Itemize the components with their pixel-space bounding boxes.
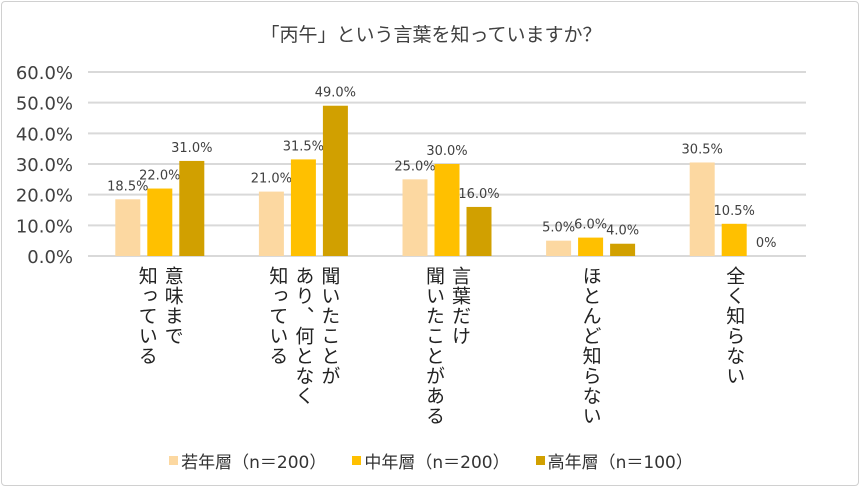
- bar: [179, 160, 205, 256]
- y-tick-label: 40.0%: [16, 124, 73, 145]
- data-label: 21.0%: [251, 172, 292, 187]
- bar: [610, 243, 636, 256]
- x-category-label: 意味まで 知っている: [135, 266, 184, 366]
- data-label: 0%: [756, 236, 777, 251]
- data-label: 30.5%: [682, 142, 723, 157]
- chart-title: 「丙午」という言葉を知っていますか？: [260, 24, 602, 46]
- y-tick-label: 60.0%: [16, 63, 73, 84]
- bar: [689, 162, 715, 256]
- data-label: 30.0%: [426, 144, 467, 159]
- x-category-label: 全く知らない: [723, 266, 746, 386]
- y-tick-label: 20.0%: [16, 186, 73, 207]
- x-category-label: 聞いたことが あり、何となく 知っている: [266, 266, 341, 406]
- bar: [578, 237, 604, 256]
- y-tick-label: 10.0%: [16, 216, 73, 237]
- y-tick-label: 50.0%: [16, 94, 73, 115]
- legend-swatch: [352, 456, 362, 465]
- data-label: 5.0%: [542, 221, 575, 236]
- data-label: 6.0%: [574, 218, 607, 233]
- data-label: 4.0%: [606, 224, 639, 239]
- legend-label: 若年層（n＝200）: [181, 453, 327, 473]
- data-label: 25.0%: [394, 159, 435, 174]
- bar: [402, 179, 428, 256]
- data-label: 10.5%: [714, 204, 755, 219]
- data-label: 31.0%: [171, 141, 212, 156]
- bar: [546, 240, 572, 256]
- bar: [466, 206, 492, 256]
- legend-label: 中年層（n＝200）: [364, 453, 510, 473]
- legend: 若年層（n＝200） 中年層（n＝200） 高年層（n＝100）: [0, 448, 862, 473]
- legend-swatch: [535, 456, 545, 465]
- legend-item: 中年層（n＝200）: [352, 448, 510, 473]
- x-category-label: ほとんど知らない: [579, 266, 602, 426]
- data-label: 31.5%: [283, 139, 324, 154]
- y-tick-label: 0.0%: [27, 247, 73, 268]
- bar: [721, 223, 747, 256]
- data-label: 49.0%: [315, 86, 356, 101]
- data-label: 18.5%: [107, 179, 148, 194]
- bar: [290, 159, 316, 256]
- legend-item: 高年層（n＝100）: [535, 448, 693, 473]
- legend-swatch: [169, 456, 179, 465]
- bar: [322, 105, 348, 256]
- bar: [434, 164, 460, 256]
- bar: [258, 191, 284, 256]
- y-tick-label: 30.0%: [16, 155, 73, 176]
- data-label: 22.0%: [139, 169, 180, 184]
- data-label: 16.0%: [458, 187, 499, 202]
- legend-label: 高年層（n＝100）: [547, 453, 693, 473]
- bar: [147, 188, 173, 256]
- legend-item: 若年層（n＝200）: [169, 448, 326, 473]
- bar: [115, 199, 141, 256]
- x-category-label: 言葉だけ 聞いたことがある: [423, 266, 471, 426]
